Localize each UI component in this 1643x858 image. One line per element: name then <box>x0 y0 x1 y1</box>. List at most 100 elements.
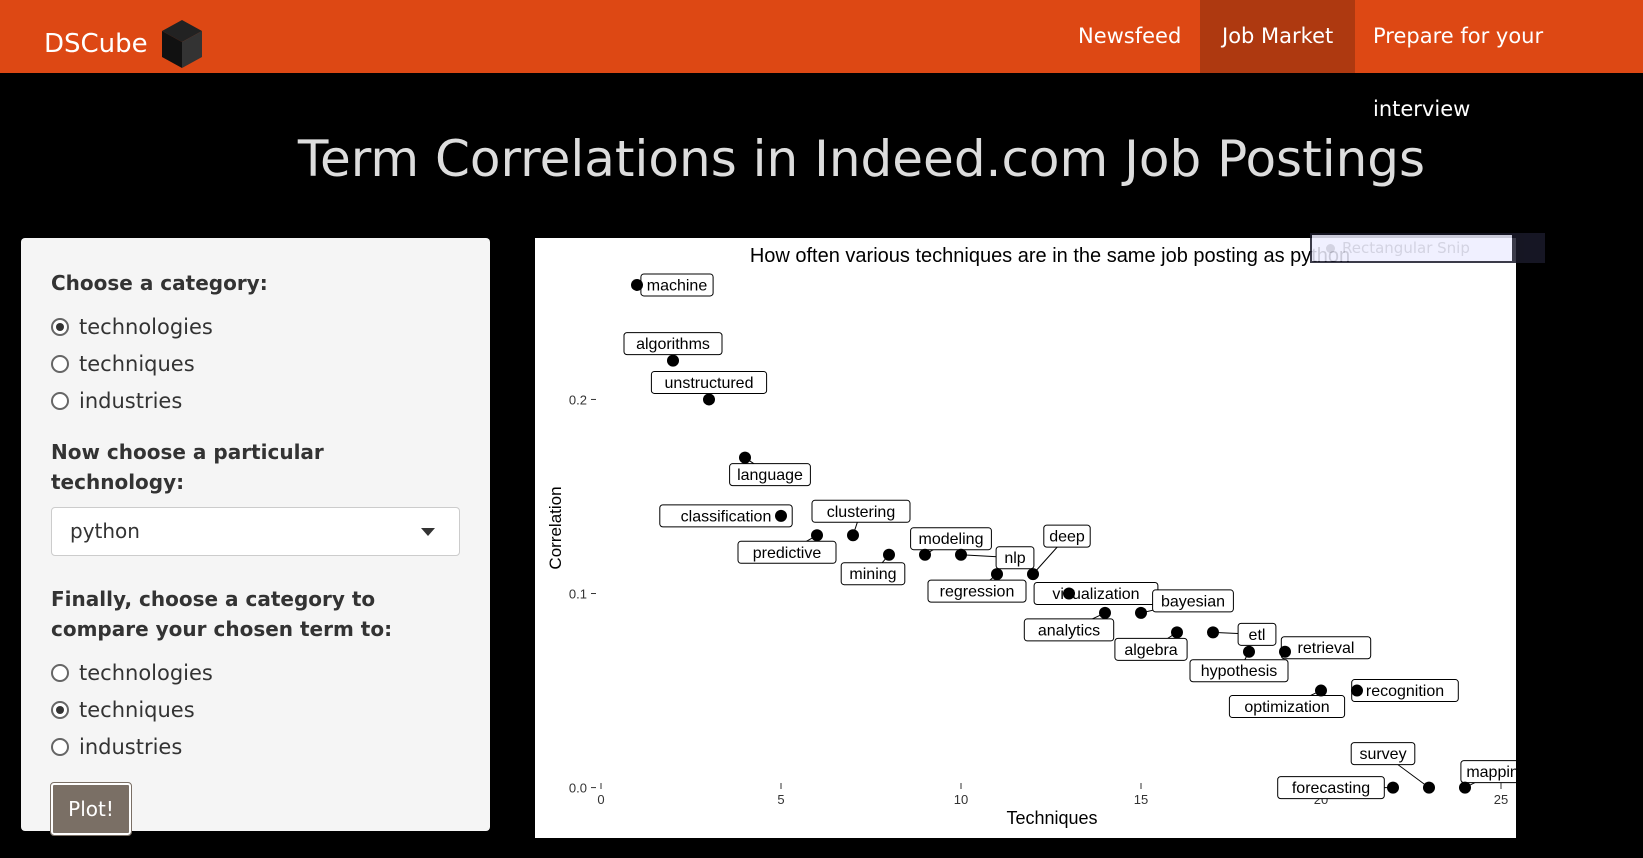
radio-button[interactable] <box>51 737 69 756</box>
point-label: clustering <box>811 499 911 536</box>
label-text: unstructured <box>665 375 754 392</box>
label-text: retrieval <box>1298 640 1355 657</box>
data-point <box>1279 645 1291 658</box>
point-label: retrieval <box>1280 636 1372 660</box>
y-tick-label: 0.2 <box>569 392 587 407</box>
radio-button[interactable] <box>51 354 69 373</box>
compare-option-industries[interactable]: industries <box>51 728 460 765</box>
nav-prepare-interview[interactable]: Prepare for your interview <box>1373 24 1544 121</box>
technology-select[interactable]: python <box>51 507 460 556</box>
data-point <box>1459 781 1471 794</box>
point-label: algorithms <box>623 332 723 361</box>
data-point <box>1387 781 1399 794</box>
label-text: machine <box>647 277 708 294</box>
x-axis-label: Techniques <box>1006 808 1097 828</box>
compare-option-techniques[interactable]: techniques <box>51 691 460 728</box>
navbar: DSCube Newsfeed Job Market Prepare for y… <box>0 0 1643 121</box>
label-text: classification <box>681 508 772 525</box>
technology-select-value: python <box>70 519 140 543</box>
label-box <box>737 540 837 564</box>
snip-icon <box>1326 244 1335 253</box>
nav-job-market[interactable]: Job Market <box>1200 0 1356 73</box>
point-label: mining <box>840 554 906 586</box>
category-option-techniques[interactable]: techniques <box>51 345 460 382</box>
label-box <box>729 463 811 487</box>
data-point <box>811 529 823 542</box>
compare-label: Finally, choose a category to compare yo… <box>51 587 393 641</box>
x-tick-label: 5 <box>777 792 784 807</box>
data-point <box>919 548 931 561</box>
data-point <box>955 548 967 561</box>
point-label: algebra <box>1114 631 1188 661</box>
chart-title: How often various techniques are in the … <box>750 245 1350 267</box>
label-text: visualization <box>1052 586 1139 603</box>
radio-label: technologies <box>79 314 213 339</box>
label-text: modeling <box>919 531 984 548</box>
brand-name: DSCube <box>44 29 148 59</box>
data-point <box>1027 568 1039 581</box>
data-point <box>991 568 1003 581</box>
category-option-industries[interactable]: industries <box>51 382 460 419</box>
compare-option-technologies[interactable]: technologies <box>51 654 460 691</box>
point-label: unstructured <box>650 370 768 400</box>
sidebar-panel: Choose a category: technologies techniqu… <box>21 238 490 836</box>
label-box <box>1237 622 1277 646</box>
label-text: nlp <box>1004 550 1025 567</box>
category-label: Choose a category: <box>51 271 268 295</box>
point-label: recognition <box>1351 679 1459 703</box>
point-label: optimization <box>1228 690 1346 719</box>
data-point <box>631 278 643 291</box>
brand[interactable]: DSCube <box>44 18 204 70</box>
data-point <box>847 529 859 542</box>
plot-button[interactable]: Plot! <box>50 782 132 836</box>
data-point <box>667 354 679 367</box>
radio-label: techniques <box>79 351 195 376</box>
label-text: hypothesis <box>1201 663 1278 680</box>
data-point <box>1207 626 1219 639</box>
radio-button[interactable] <box>51 391 69 410</box>
label-text: clustering <box>827 504 895 521</box>
label-box <box>1152 589 1234 613</box>
radio-button[interactable] <box>51 317 69 336</box>
radio-label: industries <box>79 388 183 413</box>
data-point <box>1423 781 1435 794</box>
x-tick-label: 10 <box>954 792 968 807</box>
label-box <box>910 527 992 551</box>
point-label: language <box>729 457 811 487</box>
label-text: analytics <box>1038 622 1100 639</box>
label-text: bayesian <box>1161 593 1225 610</box>
point-label: predictive <box>737 534 837 564</box>
label-box <box>927 579 1027 603</box>
label-box <box>1350 742 1416 766</box>
label-box <box>1023 618 1115 642</box>
label-text: etl <box>1249 627 1266 644</box>
label-box <box>811 499 911 523</box>
data-point <box>1315 684 1327 697</box>
data-point <box>1171 626 1183 639</box>
point-label: etl <box>1212 622 1277 646</box>
radio-button[interactable] <box>51 700 69 719</box>
x-tick-label: 15 <box>1134 792 1148 807</box>
radio-button[interactable] <box>51 663 69 682</box>
data-point <box>1135 606 1147 619</box>
label-text: algorithms <box>636 336 710 353</box>
category-option-technologies[interactable]: technologies <box>51 308 460 345</box>
label-text: optimization <box>1244 699 1329 716</box>
snip-text: Rectangular Snip <box>1342 239 1470 257</box>
axes: 0 5 10 15 20 250.00.10.2 <box>569 392 1508 807</box>
label-box <box>1189 659 1289 683</box>
snip-bar: Rectangular Snip <box>1312 235 1512 261</box>
point-label: nlp <box>960 546 1035 570</box>
y-tick-label: 0.1 <box>569 587 587 602</box>
point-label: machine <box>637 273 714 297</box>
y-tick-label: 0.0 <box>569 781 587 796</box>
plot-panel: How often various techniques are in the … <box>535 238 1534 838</box>
label-text: language <box>737 467 803 484</box>
label-box <box>995 546 1035 570</box>
rectangular-snip-overlay[interactable]: Rectangular Snip <box>1310 233 1545 263</box>
label-box <box>1043 524 1091 548</box>
label-text: forecasting <box>1292 780 1370 797</box>
x-tick-label: 25 <box>1494 792 1508 807</box>
label-text: survey <box>1359 746 1406 763</box>
nav-newsfeed[interactable]: Newsfeed <box>1078 24 1182 48</box>
